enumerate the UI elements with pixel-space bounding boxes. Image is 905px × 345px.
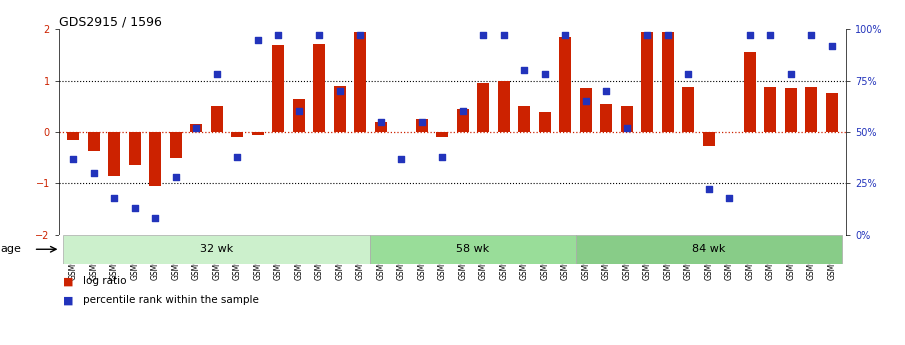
Point (312, 33, 327, 38)
Point (599, 88, 614, 93)
Point (128, 205, 142, 211)
Text: GDS2915 / 1596: GDS2915 / 1596 (59, 15, 162, 28)
Bar (334, 86, 346, 132)
Bar (477, 83, 490, 132)
Point (578, 98, 593, 104)
Point (824, 43, 839, 49)
Point (517, 68, 531, 73)
Bar (67, 132, 80, 140)
Point (107, 195, 121, 200)
Point (291, 109, 306, 114)
Bar (518, 106, 530, 132)
Bar (370, 235, 576, 264)
Bar (621, 106, 633, 132)
Point (209, 72, 224, 77)
Text: ■: ■ (63, 276, 74, 286)
Text: age: age (0, 244, 21, 254)
Point (661, 33, 675, 38)
Text: ■: ■ (63, 295, 74, 305)
Point (701, 187, 716, 192)
Point (332, 88, 347, 93)
Point (230, 154, 244, 159)
Point (374, 119, 388, 125)
Point (189, 125, 204, 131)
Point (414, 119, 429, 125)
Text: log ratio: log ratio (83, 276, 127, 286)
Bar (190, 124, 203, 132)
Bar (63, 235, 370, 264)
Bar (457, 109, 469, 132)
Point (497, 33, 511, 38)
Bar (415, 119, 428, 132)
Point (538, 72, 552, 77)
Point (66, 156, 81, 161)
Point (640, 33, 654, 38)
Point (168, 174, 183, 180)
Bar (579, 88, 592, 132)
Bar (600, 104, 613, 132)
Bar (231, 132, 243, 137)
Bar (764, 87, 776, 132)
Bar (149, 132, 161, 186)
Point (455, 109, 470, 114)
Bar (744, 52, 756, 132)
Point (722, 195, 737, 200)
Bar (88, 132, 100, 151)
Point (620, 125, 634, 131)
Point (394, 156, 408, 161)
Point (87, 170, 101, 176)
Point (784, 72, 798, 77)
Bar (129, 132, 141, 165)
Bar (169, 132, 182, 158)
Text: percentile rank within the sample: percentile rank within the sample (83, 295, 259, 305)
Bar (436, 132, 448, 137)
Point (763, 33, 777, 38)
Bar (211, 106, 223, 132)
Bar (252, 132, 264, 135)
Bar (498, 81, 510, 132)
Bar (538, 112, 551, 132)
Bar (662, 32, 674, 132)
Point (804, 33, 818, 38)
Point (271, 33, 285, 38)
Bar (702, 132, 715, 146)
Bar (354, 32, 367, 132)
Bar (313, 44, 326, 132)
Bar (375, 122, 386, 132)
Bar (272, 45, 284, 132)
Text: 84 wk: 84 wk (692, 244, 726, 254)
Point (558, 33, 573, 38)
Bar (559, 37, 571, 132)
Point (435, 154, 450, 159)
Bar (825, 93, 838, 132)
Bar (785, 88, 797, 132)
Bar (576, 235, 842, 264)
Point (251, 37, 265, 42)
Point (476, 33, 491, 38)
Bar (682, 87, 694, 132)
Point (681, 72, 696, 77)
Bar (641, 32, 653, 132)
Bar (805, 87, 817, 132)
Bar (292, 99, 305, 132)
Point (353, 33, 367, 38)
Text: 32 wk: 32 wk (200, 244, 233, 254)
Point (743, 33, 757, 38)
Bar (108, 132, 120, 176)
Point (148, 215, 162, 221)
Text: 58 wk: 58 wk (456, 244, 490, 254)
